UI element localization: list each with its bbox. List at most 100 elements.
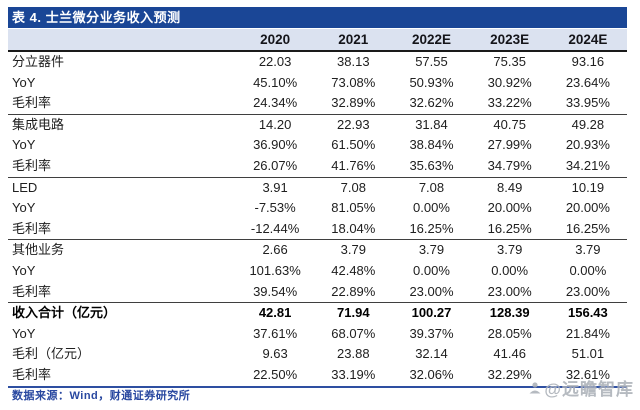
value-cell: 34.79% <box>487 157 532 173</box>
value-cell: 49.28 <box>548 113 627 136</box>
table-row: YoY 37.61% 68.07% 39.37% 28.05% 21.84% <box>8 324 627 345</box>
row-label: YoY <box>12 137 36 153</box>
value-cell: 2.66 <box>236 239 315 261</box>
row-label: 毛利率 <box>12 283 52 299</box>
value-cell: -7.53% <box>254 200 296 216</box>
table-body: 分立器件 22.03 38.13 57.55 75.35 93.16 YoY 45.10% 73… <box>8 51 627 387</box>
value-cell: 32.14 <box>415 346 448 362</box>
table-title: 表 4. 士兰微分业务收入预测 <box>12 10 181 25</box>
value-cell: -12.44% <box>250 220 300 236</box>
header-corner-cell <box>8 29 237 52</box>
value-cell: 37.61% <box>253 325 298 341</box>
table-header-row: 2020 2021 2022E 2023E 2024E <box>8 29 627 52</box>
value-cell: 42.48% <box>331 262 376 278</box>
value-cell: 39.37% <box>409 325 454 341</box>
row-label: YoY <box>12 325 36 341</box>
value-cell: 23.64% <box>565 74 610 90</box>
value-cell: 23.00% <box>487 283 532 299</box>
forecast-table: 2020 2021 2022E 2023E 2024E 分立器件 22.03 38.13 57… <box>8 29 627 388</box>
value-cell: 3.79 <box>470 239 549 261</box>
row-label: YoY <box>12 262 36 278</box>
row-label: 集成电路 <box>8 113 237 136</box>
row-label: 毛利率 <box>12 366 52 382</box>
value-cell: 9.63 <box>262 346 288 362</box>
column-header: 2024E <box>548 29 627 52</box>
table-row: 毛利率 26.07% 41.76% 35.63% 34.79% 34.21% <box>8 156 627 177</box>
value-cell: 3.91 <box>236 176 315 199</box>
table-row: LED 3.91 7.08 7.08 8.49 10.19 <box>8 176 627 199</box>
value-cell: 0.00% <box>491 262 529 278</box>
value-cell: 41.46 <box>493 346 526 362</box>
value-cell: 31.84 <box>392 113 471 136</box>
value-cell: 23.00% <box>565 283 610 299</box>
value-cell: 33.22% <box>487 95 532 111</box>
value-cell: 68.07% <box>331 325 376 341</box>
column-header: 2023E <box>470 29 549 52</box>
value-cell: 75.35 <box>493 54 526 69</box>
value-cell: 73.08% <box>331 74 376 90</box>
row-label: YoY <box>12 74 36 90</box>
value-cell: 28.05% <box>487 325 532 341</box>
value-cell: 34.21% <box>565 157 610 173</box>
column-header: 2021 <box>314 29 393 52</box>
value-cell: 14.20 <box>236 113 315 136</box>
value-cell: 45.10% <box>253 74 298 90</box>
value-cell: 40.75 <box>470 113 549 136</box>
value-cell: 22.93 <box>314 113 393 136</box>
row-label: 毛利率 <box>12 95 52 111</box>
value-cell: 24.34% <box>253 95 298 111</box>
row-label: LED <box>8 176 237 199</box>
value-cell: 50.93% <box>409 74 454 90</box>
value-cell: 16.25% <box>487 220 532 236</box>
value-cell: 26.07% <box>253 157 298 173</box>
value-cell: 22.89% <box>331 283 376 299</box>
table-row: 毛利（亿元） 9.63 23.88 32.14 41.46 51.01 <box>8 344 627 365</box>
value-cell: 51.01 <box>571 346 605 362</box>
value-cell: 93.16 <box>571 54 605 69</box>
value-cell: 16.25% <box>409 220 454 236</box>
value-cell: 61.50% <box>331 137 376 153</box>
table-row: 其他业务 2.66 3.79 3.79 3.79 3.79 <box>8 239 627 261</box>
table-row: 毛利率 22.50% 33.19% 32.06% 32.29% 32.61% <box>8 365 627 387</box>
value-cell: 57.55 <box>415 54 448 69</box>
value-cell: 38.13 <box>337 54 370 69</box>
value-cell: 20.00% <box>487 200 532 216</box>
table-row: 分立器件 22.03 38.13 57.55 75.35 93.16 <box>8 51 627 73</box>
value-cell: 35.63% <box>409 157 454 173</box>
value-cell: 20.00% <box>565 200 610 216</box>
value-cell: 3.79 <box>548 239 627 261</box>
value-cell: 81.05% <box>331 200 376 216</box>
row-label: YoY <box>12 200 36 216</box>
value-cell: 128.39 <box>470 302 549 324</box>
row-label: 毛利率 <box>12 157 52 173</box>
value-cell: 16.25% <box>565 220 610 236</box>
table-title-bar: 表 4. 士兰微分业务收入预测 <box>8 7 627 28</box>
value-cell: 32.61% <box>565 366 610 382</box>
value-cell: 32.29% <box>487 366 532 382</box>
value-cell: 38.84% <box>409 137 454 153</box>
value-cell: 21.84% <box>565 325 610 341</box>
value-cell: 33.95% <box>565 95 610 111</box>
value-cell: 23.00% <box>409 283 454 299</box>
value-cell: 18.04% <box>331 220 376 236</box>
data-source: 数据来源：Wind，财通证券研究所 <box>12 390 191 402</box>
row-label: 其他业务 <box>8 239 237 261</box>
value-cell: 32.62% <box>409 95 454 111</box>
value-cell: 0.00% <box>413 262 450 278</box>
value-cell: 30.92% <box>487 74 532 90</box>
value-cell: 0.00% <box>413 200 450 216</box>
row-label: 收入合计（亿元） <box>8 302 237 324</box>
table-row: 集成电路 14.20 22.93 31.84 40.75 49.28 <box>8 113 627 136</box>
column-header: 2022E <box>392 29 471 52</box>
value-cell: 32.89% <box>331 95 376 111</box>
value-cell: 27.99% <box>487 137 532 153</box>
table-row: YoY 101.63% 42.48% 0.00% 0.00% 0.00% <box>8 261 627 282</box>
value-cell: 20.93% <box>565 137 610 153</box>
value-cell: 101.63% <box>249 262 301 278</box>
row-label: 毛利率 <box>12 220 52 236</box>
value-cell: 3.79 <box>392 239 471 261</box>
value-cell: 100.27 <box>392 302 471 324</box>
column-header: 2020 <box>236 29 315 52</box>
table-row: 毛利率 -12.44% 18.04% 16.25% 16.25% 16.25% <box>8 219 627 240</box>
